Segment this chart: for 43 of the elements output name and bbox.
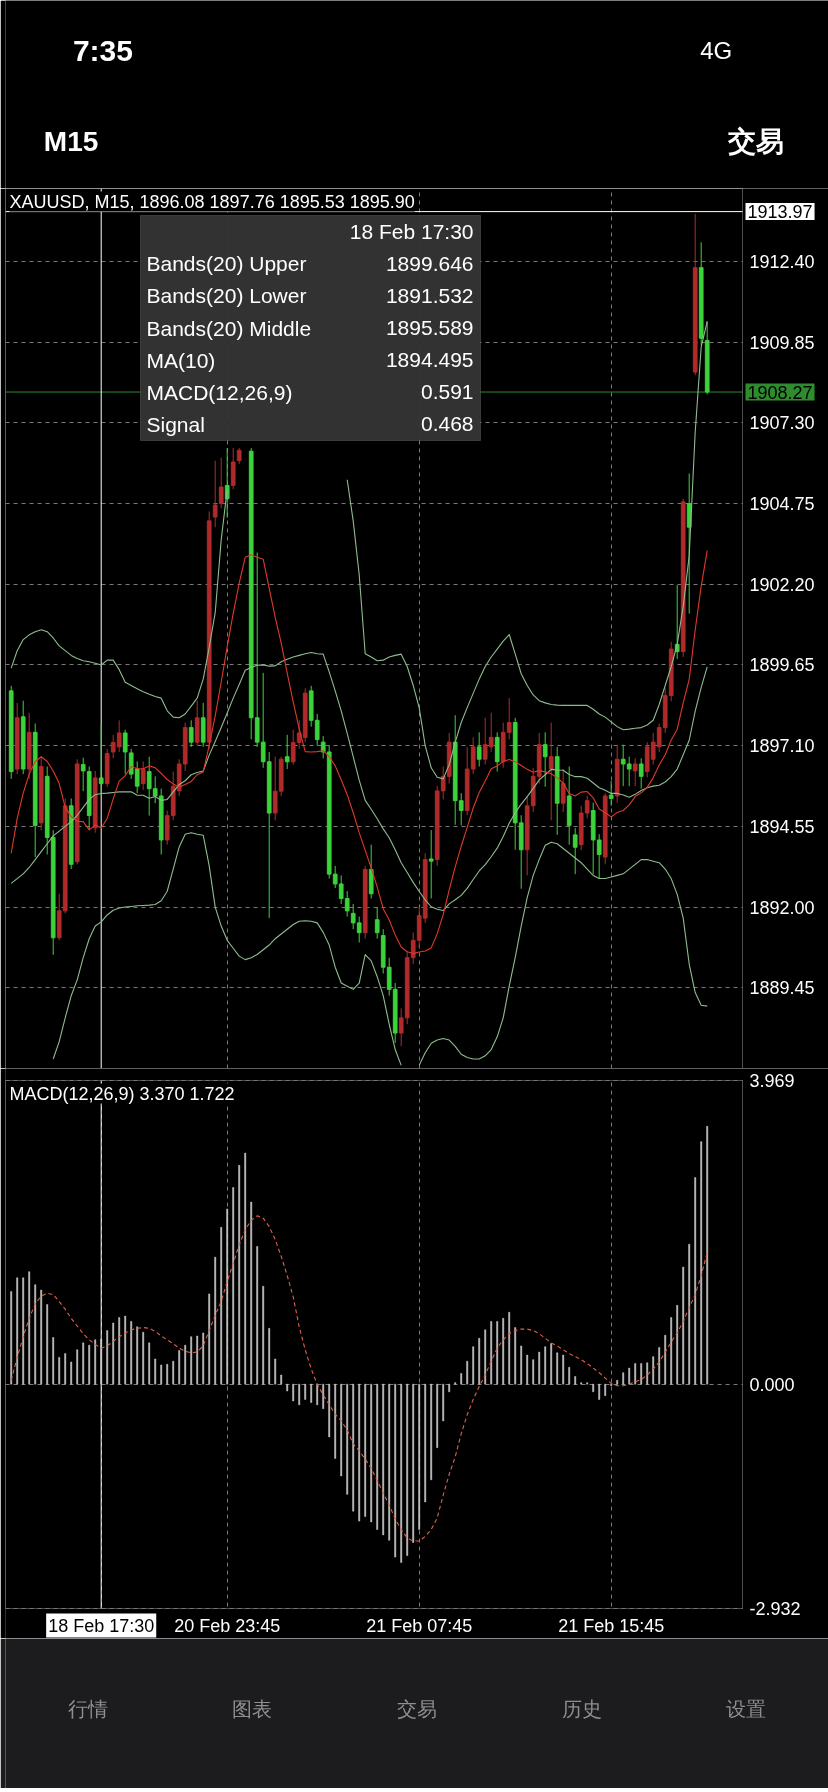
annotation: 1891.532 <box>385 283 474 307</box>
annotation: Bands(20) Middle <box>146 316 312 340</box>
y-tick-label: 1894.55 <box>749 816 815 837</box>
annotation: 1895.589 <box>385 316 474 339</box>
chart-title: XAUUSD, M15, 1896.08 1897.76 1895.53 1895.90 <box>9 191 415 212</box>
annotation: Bands(20) Lower <box>146 284 307 308</box>
y-tick-label: -2.932 <box>749 1599 801 1619</box>
annotation: Bands(20) Upper <box>146 252 307 276</box>
y-tick-label: 1902.20 <box>749 574 815 595</box>
y-tick-label: 1889.45 <box>749 978 815 999</box>
annotation: 1894.495 <box>385 348 474 372</box>
x-tick-label: 18 Feb 17:30 <box>48 1615 155 1636</box>
text: 设置 <box>726 1697 767 1720</box>
y-tick-label: 1892.00 <box>749 897 815 918</box>
chart-title: MACD(12,26,9) 3.370 1.722 <box>9 1083 235 1104</box>
annotation: MACD(12,26,9) <box>146 380 293 404</box>
y-tick-label: 1904.75 <box>749 493 815 514</box>
text: 图表 <box>232 1697 273 1720</box>
annotation: MA(10) <box>146 348 216 372</box>
y-tick-label: 1897.10 <box>749 736 815 757</box>
annotation: Signal <box>146 412 205 436</box>
annotation: 18 Feb 17:30 <box>349 220 474 244</box>
text: 交易 <box>726 126 784 157</box>
x-tick-label: 21 Feb 07:45 <box>366 1615 473 1636</box>
ref-line-label: 1913.97 <box>747 202 813 223</box>
y-tick-label: 1912.40 <box>749 251 815 272</box>
text: 历史 <box>561 1697 602 1720</box>
text: 4G <box>700 37 733 64</box>
x-tick-label: 21 Feb 15:45 <box>558 1615 665 1636</box>
annotation: 0.468 <box>420 412 474 436</box>
x-tick-label: 20 Feb 23:45 <box>174 1615 281 1636</box>
text: 交易 <box>397 1697 437 1720</box>
text: 7:35 <box>72 34 133 67</box>
annotation: 1899.646 <box>385 251 474 275</box>
text: M15 <box>43 126 99 157</box>
annotation: 0.591 <box>420 380 474 404</box>
y-tick-label: 0.000 <box>749 1374 795 1395</box>
y-tick-label: 1907.30 <box>749 413 815 434</box>
y-tick-label: 1909.85 <box>749 332 815 353</box>
text: 行情 <box>67 1697 108 1720</box>
y-tick-label: 1899.65 <box>749 655 815 676</box>
ref-line-label: 1908.27 <box>747 382 813 403</box>
y-tick-label: 3.969 <box>749 1071 795 1091</box>
